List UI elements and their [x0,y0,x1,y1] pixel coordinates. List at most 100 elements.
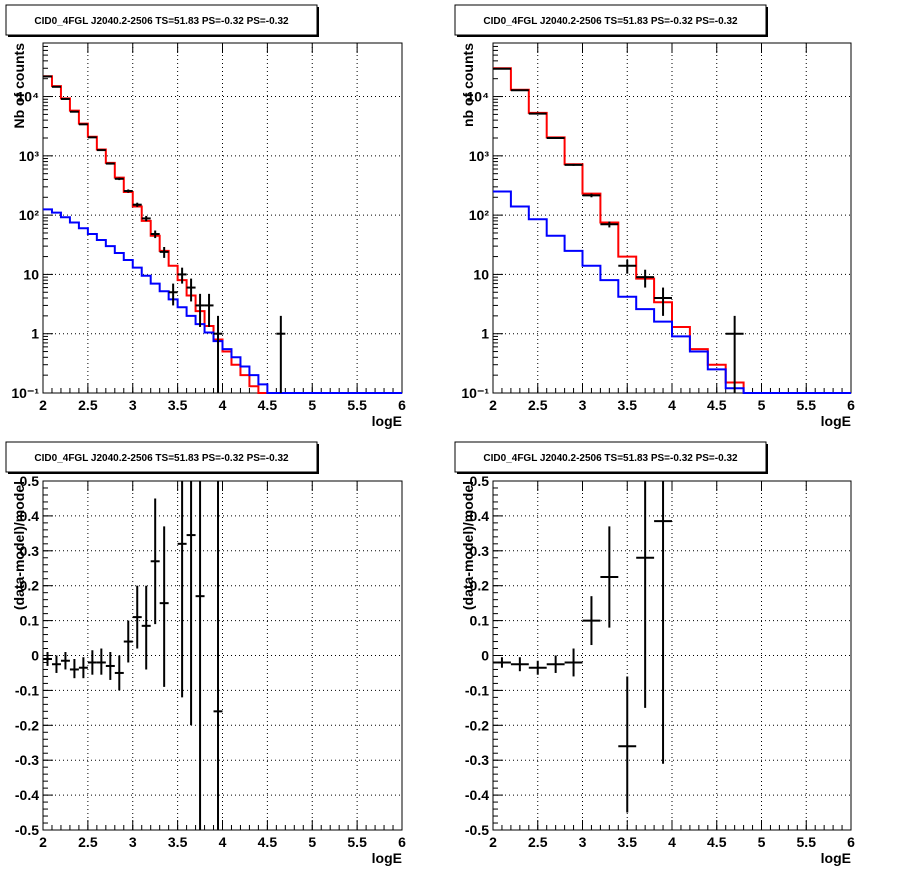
data-point [60,97,70,100]
y-tick-label: -0.4 [15,787,39,803]
background-model-line [43,208,402,394]
background-model-line [493,190,851,394]
data-point [132,585,142,649]
y-tick-label: 10⁻¹ [11,385,39,401]
chart-panel-4: CID0_4FGL J2040.2-2506 TS=51.83 PS=-0.32… [454,441,855,866]
x-tick-label: 5 [758,834,766,850]
y-axis-title: Nb of counts [11,43,27,129]
x-axis-title: logE [372,850,402,866]
y-tick-label: -0.1 [15,682,39,698]
x-tick-label: 5 [758,397,766,413]
y-tick-label: 10 [23,266,39,282]
y-tick-label: -0.3 [15,752,39,768]
data-point [141,585,151,670]
data-point [510,657,529,672]
x-tick-label: 3.5 [618,397,638,413]
y-axis-title: (data-model)/model [460,481,476,610]
y-tick-label: 10⁴ [17,89,40,105]
data-point [582,596,601,646]
data-point [493,657,511,668]
x-tick-label: 3 [579,397,587,413]
data-point [114,655,124,691]
chart-title: CID0_4FGL J2040.2-2506 TS=51.83 PS=-0.32… [483,453,738,464]
y-tick-label: -0.1 [465,682,489,698]
x-tick-label: 5 [308,834,316,850]
x-tick-label: 5.5 [797,397,817,413]
chart-title: CID0_4FGL J2040.2-2506 TS=51.83 PS=-0.32… [34,453,289,464]
y-tick-label: 0 [31,648,39,664]
x-tick-label: 3 [129,834,137,850]
title-box [5,4,318,36]
data-point [618,259,637,274]
y-tick-label: -0.5 [15,822,39,838]
data-point [69,110,79,113]
x-tick-label: 3.5 [618,834,638,850]
data-point [150,498,160,625]
data-point [168,283,178,306]
x-tick-label: 2 [489,834,497,850]
data-point [87,136,97,139]
x-tick-label: 4 [668,834,676,850]
data-point [78,123,88,126]
data-point [564,648,583,677]
data-point [600,221,619,228]
data-point [60,652,70,670]
data-point [159,247,169,258]
data-point [204,293,214,327]
data-point [159,526,169,687]
y-tick-label: -0.4 [465,787,489,803]
x-tick-label: 4.5 [258,834,278,850]
data-point [186,481,196,726]
y-tick-label: 0.1 [470,613,490,629]
x-tick-label: 2.5 [528,834,548,850]
y-tick-label: 10³ [19,148,40,164]
x-tick-label: 4.5 [707,834,727,850]
x-tick-label: 3 [129,397,137,413]
data-point [528,660,547,675]
y-tick-label: 0.2 [470,578,490,594]
data-point [213,315,223,393]
data-point [213,481,223,830]
data-point [564,163,583,166]
data-point [546,655,565,673]
x-tick-label: 3.5 [168,834,188,850]
chart-panel-2: CID0_4FGL J2040.2-2506 TS=51.83 PS=-0.32… [454,4,855,429]
data-point [276,315,286,393]
x-tick-label: 6 [398,397,406,413]
y-tick-label: 0.5 [20,473,40,489]
y-axis-title: (data-model)/model [11,481,27,610]
x-tick-label: 5 [308,397,316,413]
data-point [636,269,655,288]
y-tick-label: 1 [481,326,489,342]
data-point [105,162,115,165]
data-point [582,193,601,198]
y-tick-label: 10 [473,266,489,282]
data-point [177,267,187,284]
x-axis-title: logE [821,850,851,866]
data-point [725,315,744,393]
y-tick-label: -0.2 [15,717,39,733]
chart-panel-3: CID0_4FGL J2040.2-2506 TS=51.83 PS=-0.32… [5,441,406,866]
x-tick-label: 2 [39,397,47,413]
data-point [96,149,106,152]
y-tick-label: 0.3 [470,543,490,559]
y-tick-label: 0.1 [20,613,40,629]
x-tick-label: 4 [219,397,227,413]
x-tick-label: 5.5 [797,834,817,850]
data-point [636,481,655,708]
y-axis-title: nb of counts [460,43,476,127]
data-point [177,481,187,698]
x-tick-label: 4 [219,834,227,850]
x-tick-label: 2.5 [78,834,98,850]
data-point [114,177,124,181]
data-point [123,189,133,193]
x-axis-title: logE [372,413,402,429]
data-point [123,620,133,663]
x-tick-label: 6 [398,834,406,850]
x-tick-label: 4.5 [707,397,727,413]
y-tick-label: 0.5 [470,473,490,489]
x-tick-label: 2 [39,834,47,850]
data-point [105,652,115,680]
x-tick-label: 6 [847,397,855,413]
data-point [96,648,106,675]
